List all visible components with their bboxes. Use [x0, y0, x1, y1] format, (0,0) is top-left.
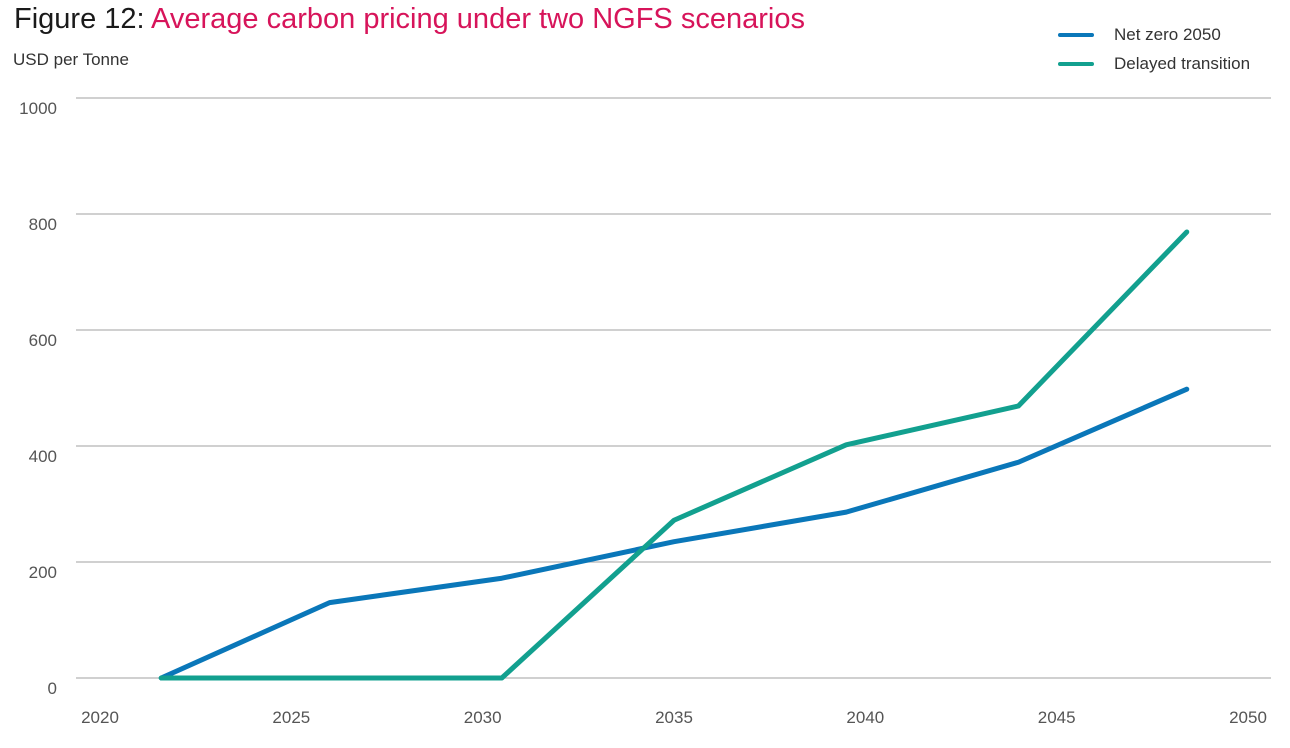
- legend-label: Net zero 2050: [1114, 24, 1221, 44]
- chart-title: Figure 12: Average carbon pricing under …: [14, 0, 805, 38]
- y-tick-label: 1000: [19, 99, 57, 118]
- x-tick-labels: 2020 2025 2030 2035 2040 2045 2050: [81, 708, 1267, 727]
- x-tick-label: 2045: [1038, 708, 1076, 727]
- figure-title: Average carbon pricing under two NGFS sc…: [151, 3, 805, 35]
- legend-item-net-zero: Net zero 2050: [1058, 20, 1250, 49]
- series-line-net-zero-2050: [158, 386, 1190, 681]
- legend-item-delayed-transition: Delayed transition: [1058, 49, 1250, 78]
- legend-swatch-delayed-transition: [1058, 61, 1094, 66]
- y-tick-label: 400: [29, 447, 57, 466]
- figure-number: Figure 12:: [14, 3, 145, 35]
- y-tick-label: 200: [29, 563, 57, 582]
- y-tick-label: 800: [29, 215, 57, 234]
- series-lines: [158, 229, 1190, 681]
- y-tick-labels: 0 200 400 600 800 1000: [19, 99, 57, 698]
- x-tick-label: 2040: [846, 708, 884, 727]
- x-tick-label: 2050: [1229, 708, 1267, 727]
- y-tick-label: 600: [29, 331, 57, 350]
- x-tick-label: 2020: [81, 708, 119, 727]
- y-axis-label: USD per Tonne: [13, 50, 129, 69]
- legend-label: Delayed transition: [1114, 53, 1251, 73]
- x-tick-label: 2025: [272, 708, 310, 727]
- legend-swatch-net-zero: [1058, 32, 1094, 37]
- y-tick-label: 0: [48, 679, 57, 698]
- gridlines: [76, 97, 1271, 679]
- x-tick-label: 2030: [464, 708, 502, 727]
- x-tick-label: 2035: [655, 708, 693, 727]
- series-line-delayed-transition: [158, 229, 1190, 681]
- legend: Net zero 2050 Delayed transition: [1058, 20, 1250, 78]
